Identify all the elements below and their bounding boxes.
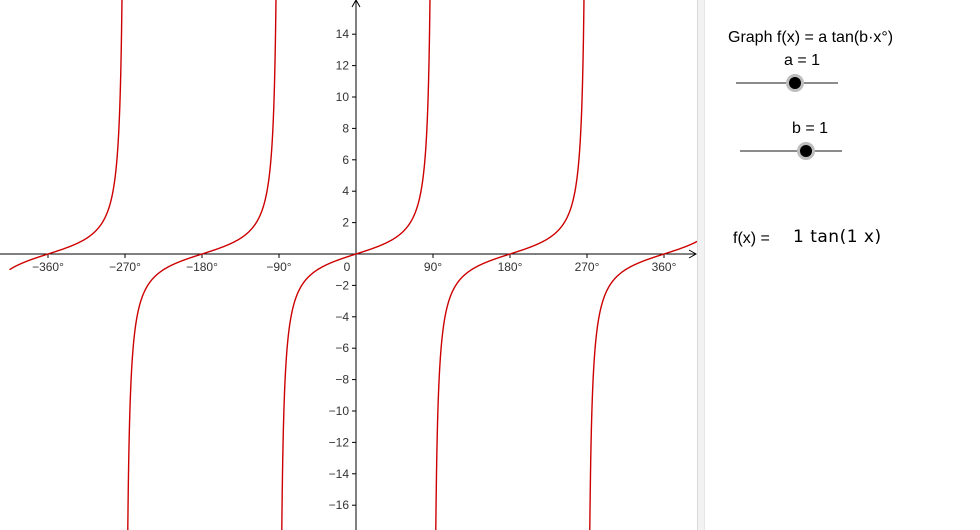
x-tick-label: 360° [652, 260, 677, 274]
y-tick-label: 6 [342, 153, 349, 167]
function-expression: 1 tan(1 x) [793, 227, 882, 247]
y-tick-label: −6 [335, 341, 349, 355]
graphics-view[interactable]: −360° −270° −180° −90° 0 90° 180° 270° 360° 14 12 1… [0, 0, 697, 530]
x-tick-label: −90° [266, 260, 291, 274]
tan-curve-branch[interactable] [281, 0, 431, 530]
slider-a-knob[interactable] [786, 74, 804, 92]
tan-curve-branch[interactable] [9, 0, 123, 271]
x-tick-label: 270° [575, 260, 600, 274]
y-tick-label: 2 [342, 216, 349, 230]
x-tick-label: 180° [498, 260, 523, 274]
tan-curve-branch[interactable] [435, 0, 585, 530]
side-panel: Graph f(x) = a tan(b·x°) a = 1 b = 1 f(x… [706, 0, 980, 530]
x-tick-label: −180° [186, 260, 218, 274]
x-axis-arrow [688, 249, 697, 259]
panel-divider[interactable] [697, 0, 705, 530]
y-tick-label: −2 [335, 278, 349, 292]
y-tick-label: −8 [335, 373, 349, 387]
slider-b-track[interactable] [740, 150, 842, 152]
y-tick-label: 14 [336, 27, 350, 41]
tan-curve-branch[interactable] [589, 238, 697, 530]
y-tick-label: 12 [336, 59, 350, 73]
slider-b-label: b = 1 [792, 120, 829, 137]
slider-a-label: a = 1 [784, 52, 821, 69]
tan-curve-branch[interactable] [127, 0, 277, 530]
y-tick-label: −12 [329, 435, 350, 449]
y-tick-label: −14 [329, 467, 350, 481]
y-tick-label: 4 [342, 184, 349, 198]
slider-b-knob[interactable] [797, 142, 815, 160]
y-axis-arrow [351, 0, 361, 8]
graph-title: Graph f(x) = a tan(b·x°) [728, 29, 894, 46]
y-tick-label: −16 [329, 498, 350, 512]
y-tick-label: −4 [335, 310, 349, 324]
x-tick-label: 0 [344, 260, 351, 274]
function-plot[interactable]: −360° −270° −180° −90° 0 90° 180° 270° 360° 14 12 1… [0, 0, 697, 530]
axes [0, 0, 697, 530]
y-tick-label: −10 [329, 404, 350, 418]
slider-b[interactable] [740, 141, 842, 161]
x-tick-label: 90° [424, 260, 442, 274]
tan-curve[interactable] [9, 0, 697, 530]
x-tick-label: −360° [32, 260, 64, 274]
slider-a[interactable] [736, 73, 838, 93]
y-tick-label: 8 [342, 121, 349, 135]
x-tick-label: −270° [109, 260, 141, 274]
y-tick-label: 10 [336, 90, 350, 104]
function-label: f(x) = [733, 230, 770, 247]
